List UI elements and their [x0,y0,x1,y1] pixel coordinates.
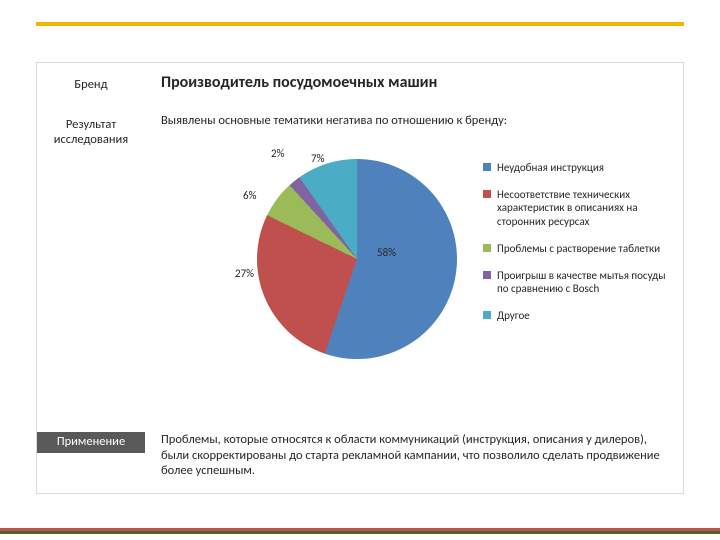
row-result: Результат исследования Выявлены основные… [37,113,683,151]
legend-swatch [483,190,491,198]
legend-item: Проигрыш в качестве мытья посуды по срав… [483,269,675,295]
pie-chart [257,159,457,359]
legend-swatch [483,271,491,279]
label-spacer [37,147,145,155]
row-application: Применение Проблемы, которые относятся к… [37,432,683,479]
row-brand: Бренд Производитель посудомоечных машин [37,73,683,96]
legend: Неудобная инструкция Несоответствие техни… [483,161,675,337]
legend-label: Неудобная инструкция [497,161,604,174]
application-text: Проблемы, которые относятся к области ко… [145,432,683,479]
label-brand: Бренд [37,73,145,96]
result-text: Выявлены основные тематики негатива по о… [145,113,683,129]
legend-item: Другое [483,309,675,322]
title-cell: Производитель посудомоечных машин [145,73,683,93]
card-frame: Бренд Производитель посудомоечных машин … [36,62,684,494]
legend-item: Проблемы с растворение таблетки [483,242,675,255]
pie-pct-label: 58% [377,246,396,260]
legend-item: Неудобная инструкция [483,161,675,174]
pie-pct-label: 27% [235,267,254,281]
pie-pct-label: 6% [243,189,256,203]
accent-bar-top [36,22,684,26]
legend-label: Проигрыш в качестве мытья посуды по срав… [497,269,675,295]
legend-label: Другое [497,309,530,322]
label-result: Результат исследования [37,113,145,151]
legend-swatch [483,163,491,171]
page-title: Производитель посудомоечных машин [161,73,671,93]
legend-swatch [483,244,491,252]
chart-area: 58% 27% 6% 2% 7% Неудобная инструкция Несоотв… [145,147,683,407]
row-chart: 58% 27% 6% 2% 7% Неудобная инструкция Несоотв… [37,147,683,407]
legend-label: Несоответствие технических характеристик… [497,188,675,228]
pie-pct-label: 7% [311,152,324,166]
legend-label: Проблемы с растворение таблетки [497,242,660,255]
legend-item: Несоответствие технических характеристик… [483,188,675,228]
legend-swatch [483,311,491,319]
accent-bar-bottom [0,528,720,534]
label-application: Применение [37,432,145,453]
page: Бренд Производитель посудомоечных машин … [0,0,720,540]
pie-pct-label: 2% [271,147,284,161]
